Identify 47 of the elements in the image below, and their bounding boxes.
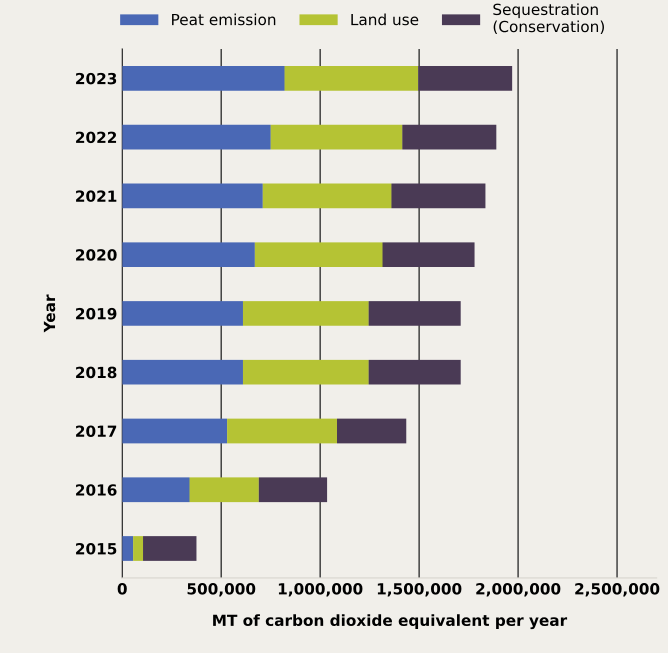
bar [122, 184, 263, 208]
x-tick-label: 500,000 [188, 583, 256, 597]
bar [336, 418, 406, 444]
bar [391, 184, 486, 208]
bar [418, 66, 512, 91]
bar [284, 66, 418, 91]
bar [190, 477, 259, 502]
bar [122, 536, 134, 561]
bar [368, 301, 461, 326]
bar [382, 242, 475, 268]
y-tick-label: 2019 [76, 308, 116, 320]
bar [122, 66, 285, 91]
x-tick-label: 1,000,000 [278, 583, 362, 597]
bar [227, 418, 337, 444]
y-axis-title: Year [44, 294, 56, 333]
legend-label: Sequestration (Conservation) [493, 3, 604, 34]
bar [242, 301, 369, 326]
bar [133, 536, 144, 561]
bar [270, 124, 402, 150]
y-tick-label: 2023 [76, 72, 116, 84]
bar [143, 536, 196, 561]
bar [122, 477, 190, 502]
legend-label: Peat emission [172, 13, 276, 26]
legend-label: Land use [351, 13, 418, 26]
x-tick-label: 2,500,000 [575, 583, 660, 597]
bar [122, 124, 271, 150]
y-tick-label: 2021 [76, 190, 116, 202]
y-tick-label: 2017 [76, 425, 116, 437]
y-tick-label: 2022 [76, 132, 116, 144]
x-tick-label: 2,000,000 [476, 583, 560, 597]
y-tick-label: 2020 [76, 249, 117, 261]
x-axis-title: MT of carbon dioxide equivalent per year [213, 614, 568, 630]
bar [122, 242, 255, 268]
x-tick-label: 1,500,000 [378, 583, 462, 597]
bar [254, 242, 383, 268]
bar [262, 184, 392, 208]
y-tick-label: 2015 [76, 542, 116, 555]
bar [122, 418, 228, 444]
x-tick-label: 0 [118, 583, 127, 595]
bar [402, 124, 496, 150]
bar [368, 360, 461, 385]
bar [122, 360, 243, 385]
bar [242, 360, 369, 385]
y-tick-label: 2018 [76, 366, 116, 378]
bar [258, 477, 328, 502]
y-tick-label: 2016 [76, 484, 117, 496]
bar [122, 301, 243, 326]
